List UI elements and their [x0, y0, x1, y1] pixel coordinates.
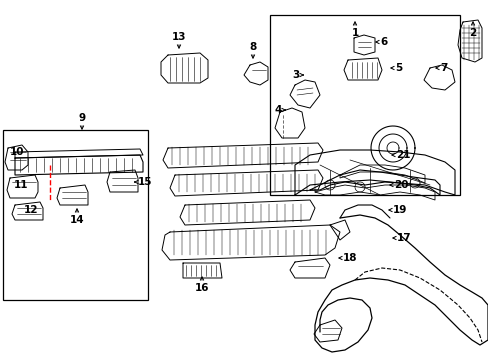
Text: 14: 14 [70, 215, 84, 225]
Bar [3, 130, 148, 300]
Text: 5: 5 [394, 63, 402, 73]
Text: 15: 15 [138, 177, 152, 187]
Text: 11: 11 [14, 180, 28, 190]
Text: 19: 19 [392, 205, 407, 215]
Text: 9: 9 [78, 113, 85, 123]
Text: 12: 12 [24, 205, 39, 215]
Text: 10: 10 [10, 147, 24, 157]
Text: 1: 1 [351, 28, 358, 38]
Text: 13: 13 [171, 32, 186, 42]
Text: 21: 21 [395, 150, 409, 160]
Text: 6: 6 [379, 37, 386, 47]
Text: 18: 18 [342, 253, 357, 263]
Bar [269, 15, 459, 195]
Text: 16: 16 [194, 283, 209, 293]
Text: 7: 7 [439, 63, 447, 73]
Text: 20: 20 [393, 180, 407, 190]
Text: 17: 17 [396, 233, 411, 243]
Text: 2: 2 [468, 28, 476, 38]
Text: 8: 8 [249, 42, 256, 52]
Text: 3: 3 [292, 70, 299, 80]
Text: 4: 4 [274, 105, 282, 115]
